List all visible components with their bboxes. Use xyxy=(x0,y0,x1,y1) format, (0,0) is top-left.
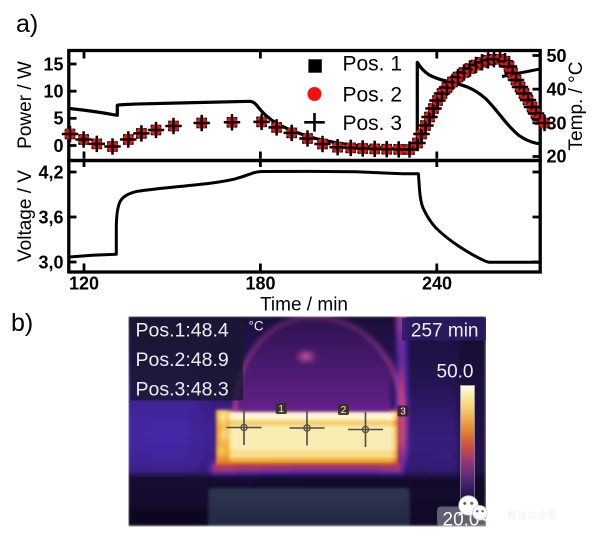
svg-text:Pos. 1: Pos. 1 xyxy=(343,53,403,76)
svg-text:50: 50 xyxy=(547,46,567,66)
svg-text:3,6: 3,6 xyxy=(38,207,63,227)
svg-text:Pos.1:48.4: Pos.1:48.4 xyxy=(136,320,229,342)
svg-text:a): a) xyxy=(16,10,38,38)
svg-text:3,0: 3,0 xyxy=(38,252,63,272)
svg-text:120: 120 xyxy=(69,273,99,293)
svg-text:微信公众号: 微信公众号 xyxy=(507,509,557,522)
svg-text:30: 30 xyxy=(547,113,567,133)
svg-text:20: 20 xyxy=(547,147,567,167)
svg-text:180: 180 xyxy=(245,273,275,293)
svg-text:3: 3 xyxy=(400,407,406,418)
svg-text:Pos.3:48.3: Pos.3:48.3 xyxy=(136,379,229,401)
svg-text:10: 10 xyxy=(43,82,63,102)
svg-text:Time / min: Time / min xyxy=(260,295,348,316)
svg-text:4,2: 4,2 xyxy=(38,162,63,182)
svg-text:Pos. 3: Pos. 3 xyxy=(343,112,403,135)
svg-text:40: 40 xyxy=(547,80,567,100)
svg-text:0: 0 xyxy=(53,136,63,156)
svg-text:5: 5 xyxy=(53,109,63,129)
svg-text:Temp. / °C: Temp. / °C xyxy=(566,62,587,151)
svg-text:240: 240 xyxy=(422,273,452,293)
svg-text:Pos. 2: Pos. 2 xyxy=(343,84,403,107)
svg-text:50.0: 50.0 xyxy=(437,362,474,383)
svg-text:2: 2 xyxy=(341,405,347,416)
svg-text:Pos.2:48.9: Pos.2:48.9 xyxy=(136,349,229,371)
svg-text:Power / W: Power / W xyxy=(15,61,36,149)
svg-text:b): b) xyxy=(11,309,33,337)
svg-text:Voltage / V: Voltage / V xyxy=(15,170,36,262)
svg-text:1: 1 xyxy=(278,404,284,415)
svg-text:15: 15 xyxy=(43,54,63,74)
svg-text:257 min: 257 min xyxy=(411,321,479,342)
svg-text:°C: °C xyxy=(249,319,264,334)
